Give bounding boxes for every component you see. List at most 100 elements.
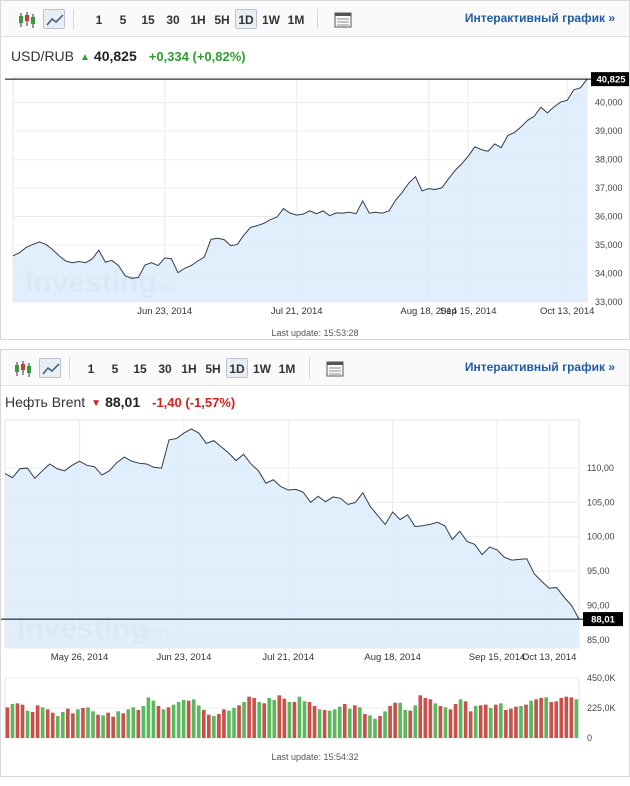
volume-bar: [317, 709, 322, 738]
volume-bar: [463, 701, 468, 738]
volume-bar: [378, 716, 382, 738]
y-tick-label: 85,00: [587, 635, 610, 645]
candlestick-chart-icon[interactable]: [11, 358, 33, 378]
volume-bar: [473, 706, 478, 738]
volume-bar: [106, 712, 110, 738]
volume-bar: [146, 697, 151, 738]
volume-bar: [423, 698, 428, 738]
volume-bar: [544, 697, 548, 738]
chart-toolbar: 1 5 15 30 1H 5H 1D 1W 1M Интерактивный г…: [1, 1, 629, 37]
line-chart-icon[interactable]: [39, 358, 61, 378]
volume-bar: [468, 711, 473, 738]
period-5h-button[interactable]: 5H: [214, 13, 230, 27]
volume-bar: [554, 701, 559, 738]
quote-header: USD/RUB ▲ 40,825 +0,334 (+0,82%): [11, 48, 246, 64]
period-30-button[interactable]: 30: [166, 13, 180, 27]
period-30-button[interactable]: 30: [158, 362, 172, 376]
period-15-button[interactable]: 15: [141, 13, 155, 27]
volume-bar: [393, 702, 397, 738]
y-tick-label: 33,000: [595, 297, 623, 307]
volume-bar: [76, 709, 80, 738]
price-line: [4, 428, 580, 620]
volume-bar: [86, 707, 90, 738]
volume-bar: [403, 710, 408, 738]
period-5h-button[interactable]: 5H: [205, 362, 221, 376]
volume-bar: [398, 702, 402, 738]
volume-bar: [272, 700, 277, 738]
usdrub-chart[interactable]: 33,000 34,000 35,000 36,000 37,000 38,000 39,0…: [1, 71, 629, 341]
volume-bar: [5, 707, 10, 738]
y-tick-label: 37,000: [595, 183, 623, 193]
line-chart-icon[interactable]: [43, 9, 65, 29]
volume-bar: [20, 704, 25, 738]
volume-bar: [91, 711, 95, 738]
volume-bar: [166, 707, 171, 738]
y-tick-label: 90,00: [587, 600, 610, 610]
y-tick-label: 95,00: [587, 566, 610, 576]
period-15-button[interactable]: 15: [133, 362, 147, 376]
x-tick-label: Oct 13, 2014: [522, 652, 576, 663]
volume-bar: [327, 710, 332, 738]
candlestick-chart-icon[interactable]: [15, 9, 37, 29]
volume-bar: [66, 708, 70, 738]
volume-bar: [267, 698, 272, 738]
quote-header: Нефть Brent ▼ 88,01 -1,40 (-1,57%): [5, 394, 235, 410]
table-view-icon[interactable]: [323, 358, 345, 378]
volume-bar: [25, 710, 30, 738]
period-1-button[interactable]: 1: [87, 362, 95, 376]
toolbar-divider: [73, 9, 74, 29]
period-1h-button[interactable]: 1H: [190, 13, 206, 27]
volume-bar: [237, 705, 241, 738]
period-1-button[interactable]: 1: [95, 13, 103, 27]
period-5-button[interactable]: 5: [119, 13, 127, 27]
volume-tick-label: 450,0K: [587, 673, 616, 683]
last-price-tag-label: 88,01: [591, 615, 615, 626]
area-fill: [13, 79, 587, 302]
volume-bar: [282, 698, 287, 738]
volume-bar: [373, 718, 377, 738]
interactive-chart-link[interactable]: Интерактивный график »: [464, 11, 615, 25]
period-1m-button[interactable]: 1M: [278, 362, 296, 376]
volume-bar: [81, 708, 85, 738]
interactive-chart-link[interactable]: Интерактивный график »: [464, 360, 615, 374]
volume-tick-label: 225,0K: [587, 703, 616, 713]
volume-bar: [438, 706, 443, 738]
volume-bar: [212, 716, 216, 738]
volume-bar: [287, 702, 292, 738]
volume-bar: [488, 708, 493, 738]
volume-bar: [242, 702, 246, 738]
volume-bar: [408, 710, 413, 738]
volume-bar: [141, 706, 146, 738]
period-1m-button[interactable]: 1M: [287, 13, 305, 27]
volume-bar: [262, 703, 267, 738]
volume-bar: [257, 702, 261, 738]
x-tick-label: Jul 21, 2014: [271, 306, 323, 317]
volume-bar: [60, 712, 65, 738]
y-tick-label: 38,000: [595, 155, 623, 165]
toolbar-divider: [309, 358, 310, 378]
volume-bar: [277, 695, 282, 738]
table-view-icon[interactable]: [331, 9, 353, 29]
period-1d-button[interactable]: 1D: [235, 9, 257, 29]
brent-chart[interactable]: 85,00 90,00 95,00 100,00 105,00 110,00 May 26,…: [1, 416, 629, 786]
period-1w-button[interactable]: 1W: [253, 362, 271, 376]
volume-bar: [10, 704, 15, 738]
area-fill: [5, 428, 579, 648]
volume-bar: [151, 700, 156, 738]
period-1d-button[interactable]: 1D: [226, 358, 248, 378]
y-tick-label: 39,000: [595, 126, 623, 136]
period-1w-button[interactable]: 1W: [262, 13, 280, 27]
volume-bar: [332, 709, 337, 738]
volume-bar: [529, 700, 533, 738]
down-arrow-icon: ▼: [91, 398, 102, 409]
volume-bar: [559, 698, 564, 738]
volume-bar: [96, 714, 100, 738]
period-5-button[interactable]: 5: [111, 362, 119, 376]
volume-bar: [509, 708, 513, 738]
price-line: [12, 78, 588, 279]
y-tick-label: 40,000: [595, 98, 623, 108]
last-price: 40,825: [93, 48, 137, 64]
x-tick-label: Sep 15, 2014: [469, 652, 526, 663]
period-1h-button[interactable]: 1H: [181, 362, 197, 376]
volume-bar: [524, 704, 528, 738]
